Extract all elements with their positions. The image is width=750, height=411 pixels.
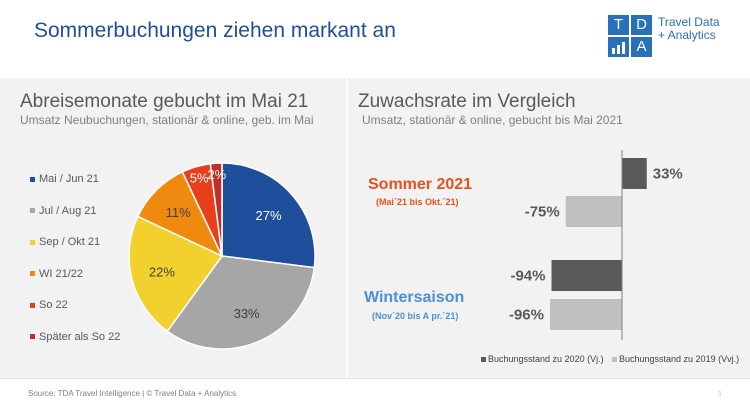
pie-data-label: 22% xyxy=(149,264,175,279)
summer-subtitle: (Mai´21 bis Okt.´21) xyxy=(376,197,459,207)
pie-legend-item: WI 21/22 xyxy=(30,268,83,280)
right-panel-subtitle: Umsatz, stationär & online, gebucht bis … xyxy=(362,113,623,127)
bar-data-label: -94% xyxy=(510,268,545,285)
legend-label: Sep / Okt 21 xyxy=(39,236,101,248)
pie-legend-item: Später als So 22 xyxy=(30,331,120,343)
footer: Source: TDA Travel Intelligence | © Trav… xyxy=(0,378,750,411)
winter-subtitle: (Nov´20 bis A pr.´21) xyxy=(372,311,459,321)
logo-cell-d: D xyxy=(631,15,652,35)
logo: T D A xyxy=(608,15,652,57)
page-title: Sommerbuchungen ziehen markant an xyxy=(34,19,396,42)
legend-label: Jul / Aug 21 xyxy=(39,204,97,217)
legend-label: So 22 xyxy=(39,299,68,311)
pie-slice xyxy=(166,255,316,350)
summer-title: Sommer 2021 xyxy=(368,176,473,193)
legend-swatch xyxy=(30,176,35,182)
bar-data-label: -96% xyxy=(509,307,544,324)
legend-swatch xyxy=(30,302,35,308)
right-panel: Zuwachsrate im Vergleich Umsatz, station… xyxy=(348,78,750,378)
pie-data-label: 27% xyxy=(255,208,281,223)
pie-data-label: 2% xyxy=(207,167,226,182)
legend-label: Mai / Jun 21 xyxy=(39,173,99,185)
left-panel-title: Abreisemonate gebucht im Mai 21 xyxy=(20,91,309,112)
pie-legend-item: Jul / Aug 21 xyxy=(30,205,97,217)
bar-data-label: 33% xyxy=(653,166,683,183)
header: Sommerbuchungen ziehen markant an T D A … xyxy=(0,0,750,78)
logo-line-2: + Analytics xyxy=(658,28,716,42)
legend-label: Später als So 22 xyxy=(39,330,121,343)
pie-data-label: 5% xyxy=(190,170,209,185)
bar-legend-item-2: Buchungsstand zu 2019 (Vvj.) xyxy=(612,354,739,364)
pie-legend-item: So 22 xyxy=(30,299,68,311)
bar xyxy=(565,196,622,227)
legend-label: WI 21/22 xyxy=(39,267,84,280)
bar-legend-label-2: Buchungsstand zu 2019 (Vvj.) xyxy=(619,354,740,364)
legend-swatch xyxy=(30,239,35,245)
legend-swatch xyxy=(30,208,35,214)
bar-chart: 33% -75% -94% -96% xyxy=(509,150,683,340)
right-panel-title: Zuwachsrate im Vergleich xyxy=(358,91,576,112)
legend-swatch xyxy=(30,334,35,340)
left-panel-subtitle: Umsatz Neubuchungen, stationär & online,… xyxy=(20,113,314,127)
winter-title: Wintersaison xyxy=(364,289,465,306)
left-panel: Abreisemonate gebucht im Mai 21 Umsatz N… xyxy=(0,78,346,378)
bar xyxy=(550,299,622,330)
legend-swatch-dark xyxy=(481,357,486,363)
bar-data-label: -75% xyxy=(525,204,560,221)
logo-line-1: Travel Data xyxy=(658,15,720,29)
bar-chart-icon xyxy=(612,42,625,54)
bar xyxy=(622,158,647,189)
source-note: Source: TDA Travel Intelligence | © Trav… xyxy=(28,389,237,398)
pie-data-label: 11% xyxy=(166,205,191,220)
logo-cell-bars xyxy=(608,37,629,57)
pie-legend-item: Mai / Jun 21 xyxy=(30,173,99,185)
logo-text: Travel Data + Analytics xyxy=(658,16,720,42)
legend-swatch xyxy=(30,271,35,277)
legend-swatch-light xyxy=(612,357,617,363)
bar xyxy=(551,260,622,291)
logo-cell-t: T xyxy=(608,15,629,35)
bar-legend-item-1: Buchungsstand zu 2020 (Vj.) xyxy=(481,354,604,364)
logo-cell-a: A xyxy=(631,37,652,57)
pie-slice xyxy=(209,162,223,257)
pie-data-label: 33% xyxy=(234,306,260,321)
pie-slice xyxy=(221,162,316,269)
bar-legend-label-1: Buchungsstand zu 2020 (Vj.) xyxy=(488,354,604,364)
pie-legend-item: Sep / Okt 21 xyxy=(30,236,100,248)
page-number: 1 xyxy=(718,391,722,398)
pie-chart: 27% 33% 22% 11% 5%2% xyxy=(128,162,316,350)
